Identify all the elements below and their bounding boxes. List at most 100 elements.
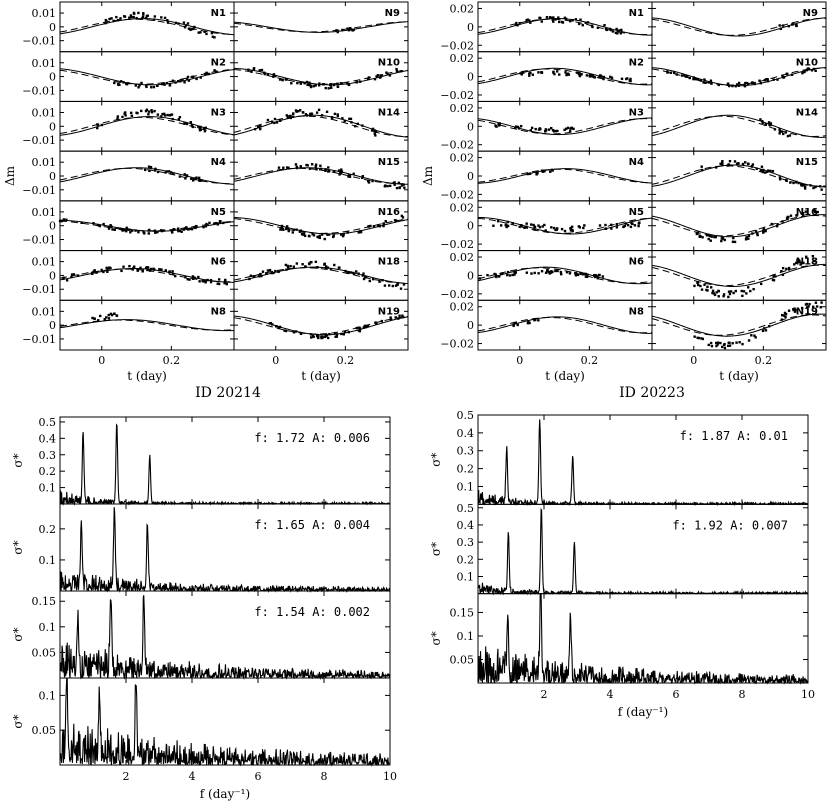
data-point: [308, 83, 311, 87]
data-point: [309, 114, 312, 117]
data-point: [342, 333, 345, 336]
data-point: [107, 313, 110, 317]
data-point: [154, 231, 157, 234]
data-point: [771, 169, 775, 173]
model-curve-dashed: [477, 68, 653, 85]
data-point: [566, 126, 570, 130]
y-axis-label: σ*: [11, 453, 25, 467]
data-point: [529, 21, 532, 24]
data-point: [761, 170, 765, 174]
data-point: [749, 289, 752, 293]
panel-label: N16: [378, 207, 400, 218]
model-curve-dashed: [651, 314, 827, 336]
data-point: [204, 281, 207, 284]
panel-label: N9: [385, 8, 400, 19]
y-tick-label: 0.02: [450, 52, 475, 65]
data-point: [183, 81, 186, 84]
data-point: [544, 271, 548, 274]
y-tick-label: 0.01: [32, 256, 57, 269]
data-point: [347, 175, 350, 178]
data-point: [801, 211, 805, 215]
data-point: [260, 274, 263, 278]
y-tick-label: −0.02: [440, 188, 474, 201]
data-point: [554, 269, 557, 273]
x-tick-label: 2: [123, 770, 130, 783]
data-point: [162, 229, 165, 232]
data-point: [752, 287, 755, 291]
data-point: [145, 108, 149, 111]
data-point: [190, 123, 194, 127]
data-point: [813, 208, 816, 211]
data-point: [795, 261, 798, 265]
data-point: [198, 280, 201, 283]
data-point: [324, 265, 328, 268]
data-point: [801, 71, 804, 75]
data-point: [381, 278, 384, 282]
data-point: [514, 126, 517, 129]
data-point: [704, 81, 707, 84]
data-point: [70, 275, 73, 279]
data-point: [287, 227, 290, 230]
data-point: [768, 123, 771, 127]
panel-frame: [651, 1, 827, 53]
periodogram-panel-3: 0.05 0.1 0.15 σ* 2 4 6 8 10 f (day⁻¹): [429, 593, 815, 719]
data-point: [122, 228, 126, 232]
data-point: [266, 269, 270, 272]
panel-label: N5: [629, 207, 644, 218]
model-curve-solid: [651, 114, 827, 138]
data-point: [277, 326, 280, 330]
data-point: [153, 109, 156, 113]
y-tick-label: 0: [467, 269, 474, 282]
data-point: [183, 122, 186, 125]
data-point: [109, 312, 113, 316]
data-point: [116, 83, 120, 86]
data-point: [578, 22, 581, 26]
data-point: [497, 275, 501, 278]
data-point: [717, 83, 720, 87]
data-point: [190, 177, 193, 181]
lc-panel-n16: N16: [233, 200, 409, 252]
data-point: [520, 73, 523, 76]
data-point: [128, 16, 131, 19]
data-point: [170, 229, 174, 233]
data-point: [384, 220, 387, 223]
data-point: [324, 86, 327, 90]
data-point: [304, 265, 307, 268]
data-point: [191, 277, 195, 280]
model-curve-solid: [233, 21, 409, 33]
data-point: [611, 30, 615, 33]
data-point: [192, 27, 195, 31]
data-point: [108, 17, 111, 21]
data-point: [325, 334, 328, 337]
data-point: [811, 305, 815, 308]
data-point: [696, 336, 699, 339]
data-point: [160, 82, 164, 86]
data-point: [386, 184, 389, 188]
data-point: [745, 292, 748, 295]
data-point: [166, 170, 169, 173]
data-point: [514, 23, 518, 26]
data-point: [336, 30, 339, 34]
data-point: [753, 82, 756, 86]
data-point: [550, 270, 553, 273]
data-point: [396, 283, 399, 286]
data-point: [213, 36, 216, 39]
data-point: [746, 162, 750, 165]
model-curve-dashed: [233, 267, 409, 284]
spectrum-line: [60, 677, 390, 767]
data-point: [292, 265, 296, 268]
data-point: [62, 276, 65, 279]
data-point: [722, 294, 725, 298]
data-point: [358, 329, 362, 333]
data-point: [107, 317, 111, 320]
data-point: [495, 275, 498, 279]
data-point: [80, 221, 83, 224]
data-point: [353, 125, 357, 128]
data-point: [703, 283, 706, 286]
data-point: [666, 71, 669, 74]
data-point: [345, 82, 349, 85]
y-tick-label: 0.01: [32, 7, 57, 20]
data-point: [285, 268, 288, 271]
data-point: [346, 231, 349, 234]
